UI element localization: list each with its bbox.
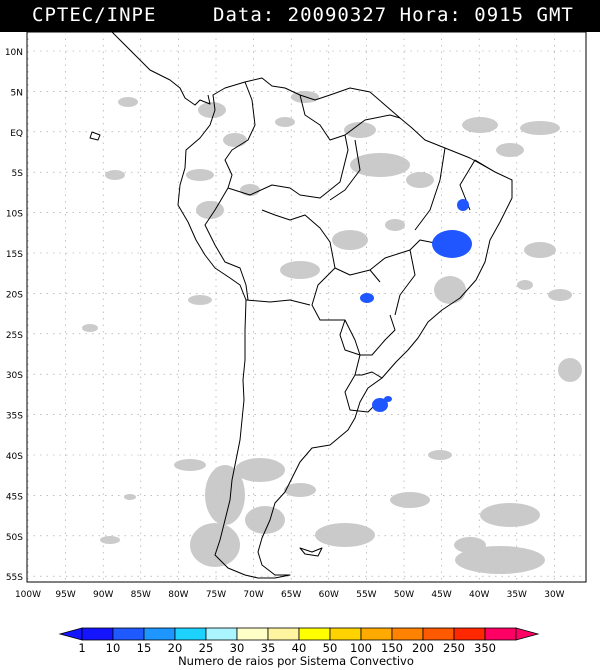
lon-tick-label: 95W: [55, 590, 75, 600]
lon-tick-label: 40W: [469, 590, 489, 600]
lon-tick-label: 50W: [394, 590, 414, 600]
legend-swatch: [298, 627, 331, 641]
legend-swatch: [112, 627, 145, 641]
time-label-text: Hora:: [399, 4, 462, 26]
lat-tick-label: 20S: [6, 290, 23, 300]
latitude-labels: 10N 5N EQ 5S 10S 15S 20S 25S 30S 35S 40S 45S 50S 55S: [5, 48, 23, 583]
legend-swatch: [391, 627, 424, 641]
legend-swatch: [422, 627, 455, 641]
lon-tick-label: 75W: [206, 590, 226, 600]
longitude-labels: 100W 95W 90W 85W 80W 75W 70W 65W 60W 55W 50W 45W 40W…: [15, 590, 565, 600]
legend-tick-label: 25: [199, 641, 214, 655]
timezone-value: GMT: [536, 4, 574, 26]
lon-tick-label: 30W: [544, 590, 564, 600]
lon-tick-label: 35W: [507, 590, 527, 600]
legend-tick-label: 50: [323, 641, 338, 655]
lat-tick-label: 25S: [6, 331, 23, 341]
lon-tick-label: 65W: [281, 590, 301, 600]
lat-tick-label: 55S: [6, 573, 23, 583]
lat-tick-label: 5N: [11, 88, 23, 98]
header-bar: CPTEC/INPE Data: 20090327 Hora: 0915 GMT: [0, 0, 600, 32]
lat-tick-label: 45S: [6, 492, 23, 502]
lon-tick-label: 45W: [431, 590, 451, 600]
lon-tick-label: 60W: [319, 590, 339, 600]
legend-tick-label: 30: [230, 641, 245, 655]
legend-swatch: [484, 627, 517, 641]
legend-tick-label: 250: [443, 641, 465, 655]
lightning-cells: [360, 199, 472, 412]
legend-tick-label: 1: [78, 641, 85, 655]
lon-tick-label: 90W: [93, 590, 113, 600]
legend-tick-label: 100: [350, 641, 372, 655]
lon-tick-label: 85W: [131, 590, 151, 600]
date-value: 20090327: [287, 4, 388, 26]
legend-tick-label: 35: [261, 641, 276, 655]
lon-tick-label: 70W: [243, 590, 263, 600]
legend-arrow-left: [58, 627, 83, 641]
lat-tick-label: EQ: [10, 129, 23, 139]
legend-swatch: [360, 627, 393, 641]
legend-tick-label: 40: [292, 641, 307, 655]
lon-tick-label: 55W: [356, 590, 376, 600]
lon-tick-label: 100W: [15, 590, 41, 600]
country-borders: [89, 32, 513, 579]
lat-tick-label: 15S: [6, 250, 23, 260]
legend-colorbar: 1 10 15 20 25 30 35 40 50 100 150 200 250 350: [58, 627, 540, 655]
legend-swatch: [205, 627, 238, 641]
time-value: 0915: [474, 4, 525, 26]
legend-swatch: [143, 627, 176, 641]
legend-tick-label: 20: [168, 641, 183, 655]
lat-tick-label: 50S: [6, 533, 23, 543]
lat-tick-label: 5S: [12, 169, 24, 179]
lat-tick-label: 30S: [6, 371, 23, 381]
datetime-label: Data: 20090327 Hora: 0915 GMT: [213, 4, 574, 26]
legend-swatch: [174, 627, 207, 641]
legend-tick-label: 150: [381, 641, 403, 655]
map-frame: [26, 31, 587, 583]
lat-tick-label: 10S: [6, 210, 23, 220]
lat-tick-label: 10N: [5, 48, 23, 58]
legend-swatch: [267, 627, 300, 641]
legend-tick-label: 15: [137, 641, 152, 655]
legend-swatch: [236, 627, 269, 641]
legend-swatch: [81, 627, 114, 641]
legend-title: Numero de raios por Sistema Convectivo: [178, 654, 414, 668]
legend-swatch: [453, 627, 486, 641]
legend-tick-label: 10: [106, 641, 121, 655]
cloud-cover: [82, 91, 582, 574]
legend-swatch: [329, 627, 362, 641]
legend-tick-label: 200: [412, 641, 434, 655]
lat-tick-label: 35S: [6, 412, 23, 422]
date-label-text: Data:: [213, 4, 276, 26]
source-label: CPTEC/INPE: [32, 4, 157, 26]
lon-tick-label: 80W: [168, 590, 188, 600]
legend-tick-label: 350: [474, 641, 496, 655]
legend-arrow-right: [515, 627, 540, 641]
lat-tick-label: 40S: [6, 452, 23, 462]
